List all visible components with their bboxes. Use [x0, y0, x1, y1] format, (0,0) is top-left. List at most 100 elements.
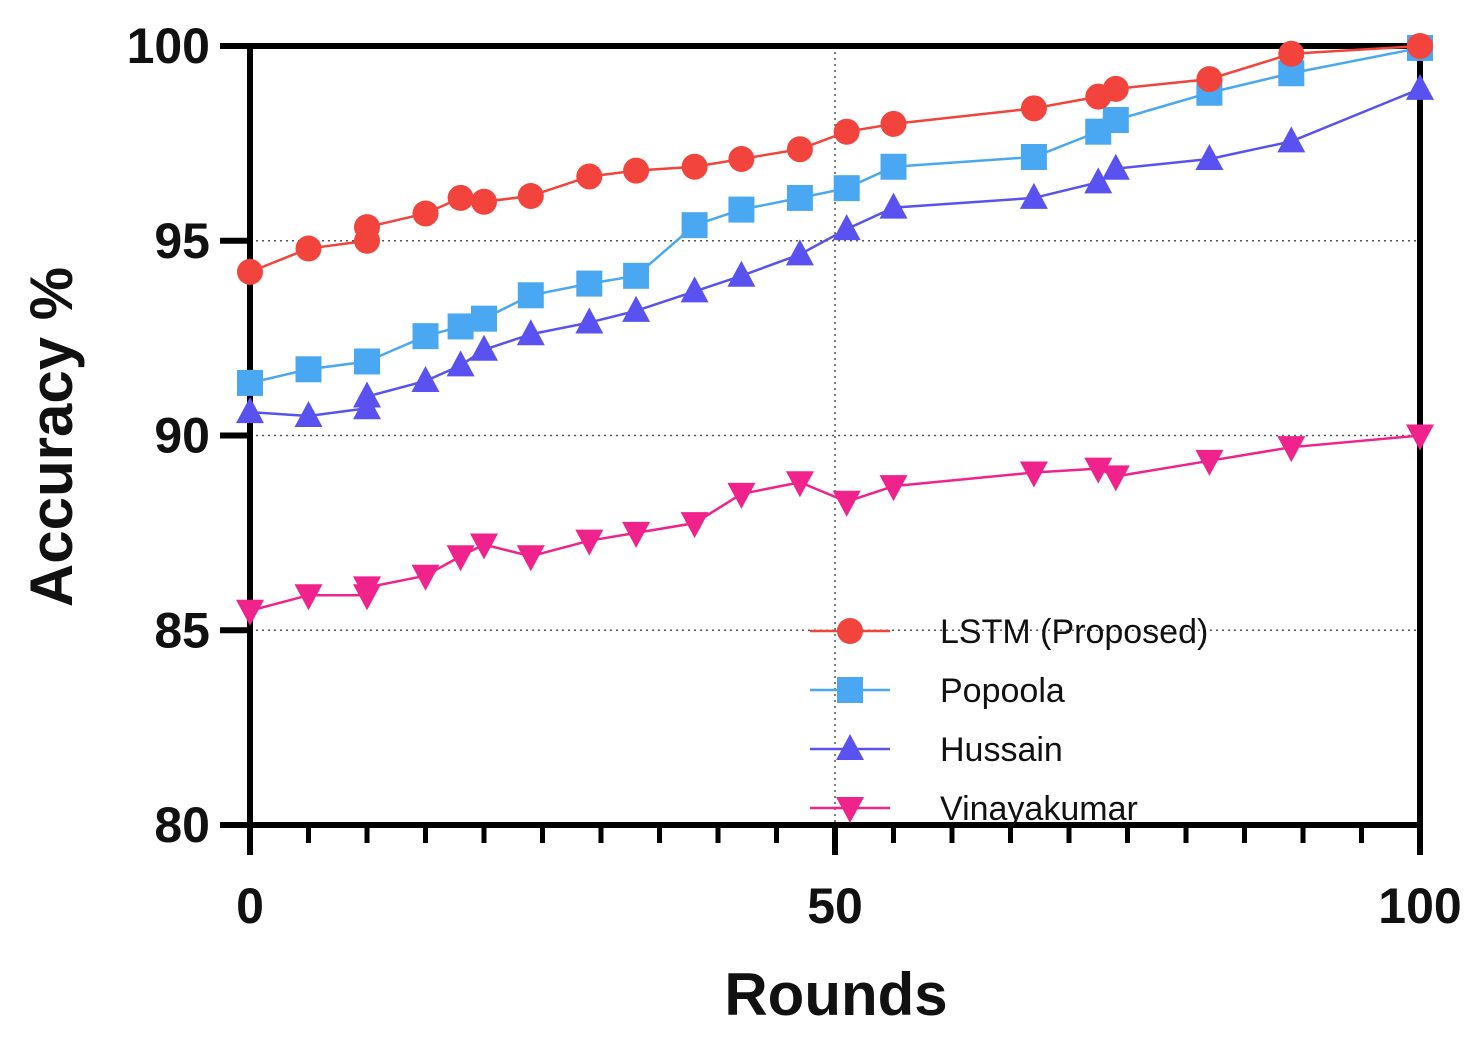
- legend-item: Hussain: [810, 731, 1063, 769]
- data-point: [516, 545, 545, 572]
- legend-label: LSTM (Proposed): [940, 613, 1208, 651]
- data-point: [879, 475, 908, 502]
- data-point: [575, 307, 604, 334]
- data-point: [880, 110, 907, 137]
- data-point: [1406, 424, 1434, 451]
- data-point: [1084, 457, 1113, 484]
- data-point: [833, 118, 860, 145]
- axes: [220, 43, 1423, 855]
- x-tick-label-0: 0: [236, 878, 264, 934]
- series-hussain: [236, 73, 1434, 428]
- data-point: [447, 313, 474, 340]
- data-point: [576, 163, 603, 190]
- data-point: [681, 153, 708, 180]
- data-point: [727, 482, 756, 509]
- data-point: [728, 196, 755, 223]
- data-point: [411, 365, 440, 392]
- series-lstm-proposed: [237, 33, 1433, 285]
- data-point: [294, 584, 323, 611]
- data-point: [622, 295, 651, 322]
- legend: LSTM (Proposed) Popoola Hussain Vinayakumar: [810, 613, 1208, 828]
- y-tick-label-90: 90: [154, 408, 210, 464]
- data-point: [1196, 66, 1223, 93]
- data-point: [353, 381, 381, 408]
- data-point: [681, 212, 708, 239]
- legend-marker: [836, 734, 864, 760]
- x-tick-label-50: 50: [807, 878, 863, 934]
- x-axis-title: Rounds: [724, 961, 947, 1028]
- y-tick-label-85: 85: [154, 602, 210, 658]
- data-point: [470, 533, 498, 560]
- data-point: [1407, 33, 1433, 59]
- legend-label: Hussain: [940, 731, 1063, 769]
- data-point: [412, 323, 439, 350]
- data-point: [832, 490, 861, 517]
- data-point: [1195, 143, 1224, 170]
- tick-labels: 0 50 100 80 85 90 95 100: [127, 18, 1462, 934]
- data-point: [295, 356, 322, 383]
- data-point: [680, 276, 709, 303]
- data-point: [1020, 144, 1047, 171]
- data-point: [785, 471, 814, 498]
- data-point: [786, 136, 813, 163]
- data-point: [294, 401, 323, 428]
- series-popoola: [237, 34, 1433, 396]
- data-point: [785, 239, 814, 266]
- data-point: [471, 188, 497, 215]
- y-tick-label-95: 95: [154, 213, 210, 269]
- data-point: [1406, 73, 1434, 100]
- data-point: [1277, 126, 1306, 153]
- data-point: [623, 157, 650, 184]
- data-point: [237, 258, 263, 285]
- legend-item: Popoola: [810, 672, 1065, 710]
- y-tick-label-80: 80: [154, 797, 210, 853]
- y-axis-title: Accuracy %: [18, 267, 85, 607]
- legend-marker: [837, 618, 863, 644]
- data-point: [1277, 436, 1306, 463]
- data-point: [623, 262, 650, 289]
- data-point: [727, 260, 756, 287]
- legend-item: Vinayakumar: [810, 790, 1138, 828]
- data-point: [1101, 465, 1130, 492]
- data-point: [295, 235, 322, 262]
- data-point: [786, 184, 813, 211]
- x-tick-label-100: 100: [1378, 878, 1461, 934]
- data-point: [728, 145, 755, 172]
- data-point: [354, 214, 380, 241]
- data-point: [236, 599, 264, 626]
- data-point: [1020, 95, 1047, 122]
- data-point: [470, 334, 498, 361]
- data-point: [1019, 182, 1048, 209]
- data-point: [880, 153, 907, 180]
- data-point: [447, 184, 474, 211]
- legend-marker: [837, 677, 863, 703]
- data-point: [1102, 75, 1129, 102]
- data-point: [237, 369, 263, 396]
- legend-label: Vinayakumar: [940, 790, 1138, 828]
- series-vinayakumar: [236, 424, 1434, 626]
- legend-marker: [836, 797, 864, 823]
- data-point: [516, 319, 545, 346]
- data-point: [1019, 461, 1048, 488]
- data-point: [1084, 167, 1113, 194]
- data-point: [411, 564, 440, 591]
- data-point: [833, 175, 860, 202]
- data-point: [622, 521, 651, 548]
- data-point: [1195, 449, 1224, 476]
- data-point: [1102, 107, 1129, 134]
- data-point: [1101, 153, 1130, 180]
- data-point: [517, 182, 544, 209]
- data-point: [517, 282, 544, 309]
- y-tick-label-100: 100: [127, 18, 210, 74]
- data-point: [471, 305, 497, 332]
- data-point: [353, 576, 381, 603]
- data-point: [879, 192, 908, 219]
- data-point: [575, 529, 604, 556]
- data-point: [446, 545, 475, 572]
- data-point: [576, 270, 603, 297]
- legend-label: Popoola: [940, 672, 1065, 710]
- grid-lines: [250, 46, 1420, 825]
- data-point: [832, 214, 861, 241]
- series-lines: [236, 33, 1434, 626]
- data-point: [446, 350, 475, 377]
